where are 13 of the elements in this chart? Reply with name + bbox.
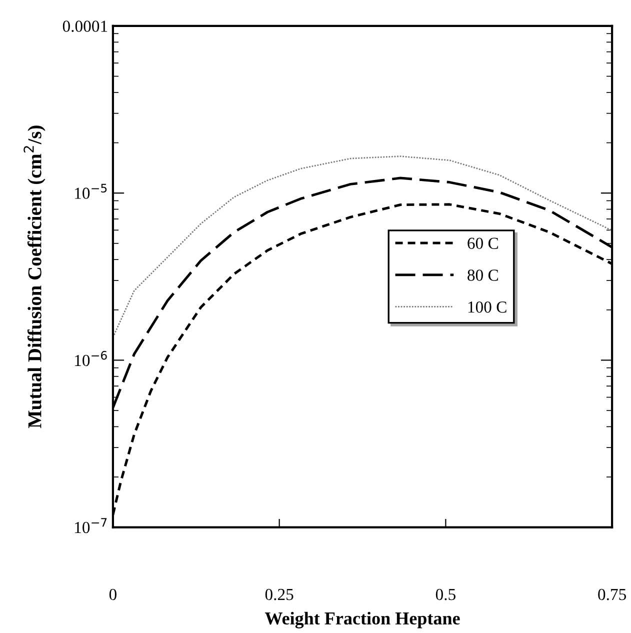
x-tick-label: 0 xyxy=(109,588,116,600)
x-tick-label: 0.5 xyxy=(436,588,456,600)
y-tick-label: 0.0001 xyxy=(62,20,108,32)
x-axis-title: Weight Fraction Heptane xyxy=(264,612,460,628)
y-tick-label: 10$^{−6}$ xyxy=(75,350,107,366)
x-tick-label: 0.25 xyxy=(265,588,294,600)
legend-label: 60 C xyxy=(468,238,498,249)
legend-label: 100 C xyxy=(468,301,506,313)
y-tick-label: 10$^{−5}$ xyxy=(75,184,107,199)
x-tick-label: 0.75 xyxy=(598,588,626,600)
legend-label: 80 C xyxy=(468,270,498,281)
y-axis-title: Mutual Diffusion Coefficient (cm$^{2}$/s) xyxy=(24,126,46,428)
y-tick-label: 10$^{−7}$ xyxy=(75,518,107,534)
